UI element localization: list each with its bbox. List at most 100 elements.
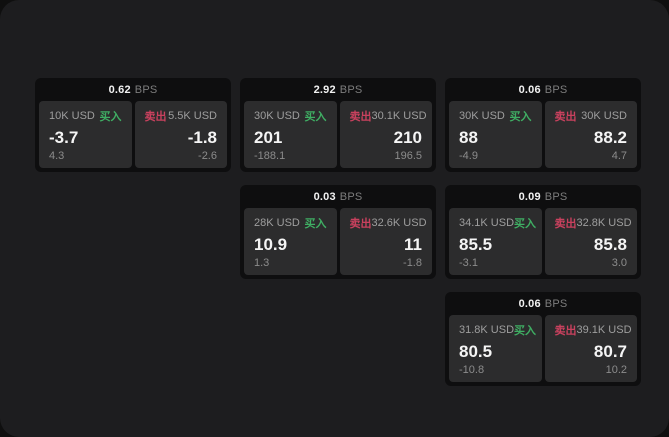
sell-change: -2.6 xyxy=(198,150,217,162)
buy-top-row: 31.8K USD 买入 xyxy=(459,322,536,338)
buy-tag: 买入 xyxy=(509,111,532,123)
quote-card: 0.06 BPS 31.8K USD 买入 80.5 -10.8 卖出 39.1… xyxy=(445,292,641,386)
quote-card-body: 30K USD 买入 88 -4.9 卖出 30K USD 88.2 4.7 xyxy=(445,101,641,172)
quote-card: 0.09 BPS 34.1K USD 买入 85.5 -3.1 卖出 32.8K… xyxy=(445,185,641,279)
buy-change: 1.3 xyxy=(254,257,270,269)
quote-card-body: 28K USD 买入 10.9 1.3 卖出 32.6K USD 11 -1.8 xyxy=(240,208,436,279)
quote-card-body: 34.1K USD 买入 85.5 -3.1 卖出 32.8K USD 85.8… xyxy=(445,208,641,279)
bps-unit-label: BPS xyxy=(339,83,363,96)
sell-tag: 卖出 xyxy=(144,111,167,123)
quote-card-body: 10K USD 买入 -3.7 4.3 卖出 5.5K USD -1.8 -2.… xyxy=(35,101,231,172)
buy-top-row: 34.1K USD 买入 xyxy=(459,215,536,231)
bps-value: 0.06 xyxy=(518,297,541,310)
sell-amount: 30.1K USD xyxy=(371,110,427,122)
sell-panel[interactable]: 卖出 5.5K USD -1.8 -2.6 xyxy=(134,101,227,168)
buy-change: -10.8 xyxy=(459,364,485,376)
sell-top-row: 卖出 30K USD xyxy=(555,108,628,124)
sell-panel[interactable]: 卖出 32.8K USD 85.8 3.0 xyxy=(544,208,637,275)
quote-card-body: 31.8K USD 买入 80.5 -10.8 卖出 39.1K USD 80.… xyxy=(445,315,641,386)
sell-tag: 卖出 xyxy=(554,111,577,123)
buy-tag: 买入 xyxy=(304,218,327,230)
buy-top-row: 30K USD 买入 xyxy=(254,108,327,124)
bps-unit-label: BPS xyxy=(544,83,568,96)
buy-price: 10.9 xyxy=(254,235,288,254)
sell-price: 85.8 xyxy=(593,235,627,254)
sell-tag: 卖出 xyxy=(554,325,577,337)
buy-change: -3.1 xyxy=(459,257,478,269)
sell-amount: 5.5K USD xyxy=(168,110,217,122)
buy-price: 80.5 xyxy=(459,342,493,361)
sell-amount: 32.6K USD xyxy=(371,217,427,229)
sell-price: 80.7 xyxy=(593,342,627,361)
buy-top-row: 30K USD 买入 xyxy=(459,108,532,124)
buy-tag: 买入 xyxy=(514,218,537,230)
quote-card: 2.92 BPS 30K USD 买入 201 -188.1 卖出 30.1K … xyxy=(240,78,436,172)
buy-panel[interactable]: 28K USD 买入 10.9 1.3 xyxy=(244,208,337,275)
bps-unit-label: BPS xyxy=(544,190,568,203)
bps-unit-label: BPS xyxy=(544,297,568,310)
cards-grid: 0.62 BPS 10K USD 买入 -3.7 4.3 卖出 5.5K USD… xyxy=(35,78,641,386)
sell-panel[interactable]: 卖出 30.1K USD 210 196.5 xyxy=(339,101,432,168)
sell-tag: 卖出 xyxy=(349,111,372,123)
bps-value: 2.92 xyxy=(313,83,336,96)
quote-card: 0.06 BPS 30K USD 买入 88 -4.9 卖出 30K USD 8… xyxy=(445,78,641,172)
sell-top-row: 卖出 32.6K USD xyxy=(349,215,427,231)
buy-price: -3.7 xyxy=(49,128,79,147)
buy-panel[interactable]: 34.1K USD 买入 85.5 -3.1 xyxy=(449,208,542,275)
quote-card: 0.03 BPS 28K USD 买入 10.9 1.3 卖出 32.6K US… xyxy=(240,185,436,279)
buy-price: 85.5 xyxy=(459,235,493,254)
buy-amount: 10K USD xyxy=(49,110,95,122)
bps-header: 0.06 BPS xyxy=(445,292,641,315)
sell-change: 10.2 xyxy=(605,364,627,376)
sell-price: -1.8 xyxy=(187,128,217,147)
buy-panel[interactable]: 10K USD 买入 -3.7 4.3 xyxy=(39,101,132,168)
bps-header: 0.62 BPS xyxy=(35,78,231,101)
buy-amount: 28K USD xyxy=(254,217,300,229)
buy-amount: 31.8K USD xyxy=(459,324,515,336)
quote-card-body: 30K USD 买入 201 -188.1 卖出 30.1K USD 210 1… xyxy=(240,101,436,172)
sell-top-row: 卖出 39.1K USD xyxy=(554,322,632,338)
sell-panel[interactable]: 卖出 32.6K USD 11 -1.8 xyxy=(339,208,432,275)
sell-tag: 卖出 xyxy=(349,218,372,230)
bps-header: 0.06 BPS xyxy=(445,78,641,101)
bps-value: 0.09 xyxy=(518,190,541,203)
bps-value: 0.06 xyxy=(518,83,541,96)
sell-price: 210 xyxy=(393,128,422,147)
buy-tag: 买入 xyxy=(514,325,537,337)
buy-tag: 买入 xyxy=(99,111,122,123)
quote-card: 0.62 BPS 10K USD 买入 -3.7 4.3 卖出 5.5K USD… xyxy=(35,78,231,172)
buy-price: 88 xyxy=(459,128,478,147)
sell-panel[interactable]: 卖出 39.1K USD 80.7 10.2 xyxy=(544,315,637,382)
bps-value: 0.62 xyxy=(108,83,131,96)
buy-price: 201 xyxy=(254,128,283,147)
buy-change: -188.1 xyxy=(254,150,286,162)
buy-top-row: 10K USD 买入 xyxy=(49,108,122,124)
sell-change: 196.5 xyxy=(394,150,422,162)
bps-value: 0.03 xyxy=(313,190,336,203)
sell-change: 3.0 xyxy=(611,257,627,269)
sell-amount: 39.1K USD xyxy=(576,324,632,336)
buy-change: 4.3 xyxy=(49,150,65,162)
bps-unit-label: BPS xyxy=(134,83,158,96)
sell-amount: 32.8K USD xyxy=(576,217,632,229)
buy-amount: 30K USD xyxy=(254,110,300,122)
sell-top-row: 卖出 30.1K USD xyxy=(349,108,427,124)
sell-top-row: 卖出 5.5K USD xyxy=(145,108,218,124)
sell-price: 11 xyxy=(404,235,422,254)
buy-panel[interactable]: 31.8K USD 买入 80.5 -10.8 xyxy=(449,315,542,382)
sell-tag: 卖出 xyxy=(554,218,577,230)
sell-panel[interactable]: 卖出 30K USD 88.2 4.7 xyxy=(544,101,637,168)
buy-panel[interactable]: 30K USD 买入 201 -188.1 xyxy=(244,101,337,168)
sell-top-row: 卖出 32.8K USD xyxy=(554,215,632,231)
bps-unit-label: BPS xyxy=(339,190,363,203)
buy-amount: 30K USD xyxy=(459,110,505,122)
buy-panel[interactable]: 30K USD 买入 88 -4.9 xyxy=(449,101,542,168)
sell-amount: 30K USD xyxy=(581,110,627,122)
sell-change: -1.8 xyxy=(403,257,422,269)
sell-price: 88.2 xyxy=(593,128,627,147)
buy-amount: 34.1K USD xyxy=(459,217,515,229)
bps-header: 2.92 BPS xyxy=(240,78,436,101)
buy-tag: 买入 xyxy=(304,111,327,123)
sell-change: 4.7 xyxy=(611,150,627,162)
